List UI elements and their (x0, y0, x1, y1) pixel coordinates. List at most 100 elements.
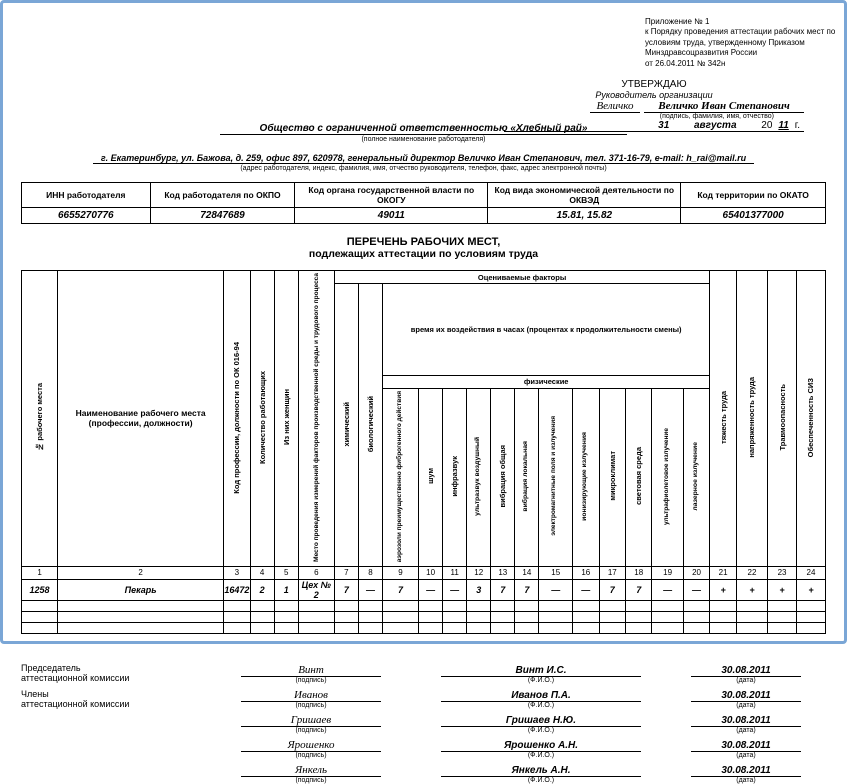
col-header: Количество работающих (258, 369, 267, 466)
org-address: г. Екатеринбург, ул. Бажова, д. 259, офи… (93, 153, 754, 164)
col-number: 14 (515, 566, 539, 579)
codes-header: Код работодателя по ОКПО (150, 183, 295, 208)
codes-value: 72847689 (150, 208, 295, 224)
appendix-line: Минздравсоцразвития России (645, 48, 845, 58)
data-cell: — (652, 579, 683, 600)
col-header: Место проведения измерений факторов прои… (313, 271, 320, 564)
col-header: аэрозоли преимущественно фиброгенного де… (396, 389, 406, 564)
appendix-block: Приложение № 1 к Порядку проведения атте… (645, 17, 845, 69)
org-caption: (полное наименование работодателя) (21, 136, 826, 143)
col-header: Из них женщин (282, 387, 291, 447)
col-number: 6 (298, 566, 334, 579)
signature-cell: Янкель(подпись) (241, 765, 381, 784)
col-number: 13 (491, 566, 515, 579)
group-header: Оцениваемые факторы (334, 271, 710, 284)
codes-value: 49011 (295, 208, 488, 224)
signature-cell: Иванов(подпись) (241, 690, 381, 709)
data-cell: + (710, 579, 736, 600)
data-cell: 2 (250, 579, 274, 600)
approval-role: Руководитель организации (504, 90, 804, 100)
year-suffix: г. (795, 120, 800, 131)
appendix-line: условиям труда, утвержденному Приказом (645, 38, 845, 48)
col-header: Обеспеченность СИЗ (806, 376, 815, 459)
data-cell: — (539, 579, 573, 600)
col-header: Наименование рабочего места (профессии, … (58, 271, 224, 567)
data-cell: — (419, 579, 443, 600)
codes-value: 15.81, 15.82 (488, 208, 681, 224)
col-header: микроклимат (608, 449, 617, 503)
fio-cell: Ярошенко А.Н.(Ф.И.О.) (441, 741, 641, 759)
sig-role-label: Председательаттестационной комиссии (21, 664, 241, 684)
col-header: ультразвук воздушный (474, 435, 484, 518)
approval-caption: (подпись, фамилия, имя, отчество) (504, 113, 804, 120)
fio-cell: Винт И.С.(Ф.И.О.) (441, 666, 641, 684)
col-header: инфразвук (450, 454, 459, 499)
col-header: химический (342, 400, 351, 449)
col-number: 7 (334, 566, 358, 579)
year-prefix: 20 (761, 120, 772, 131)
col-number: 15 (539, 566, 573, 579)
data-cell: — (443, 579, 467, 600)
date-cell: 30.08.2011(дата) (691, 741, 801, 759)
col-number: 21 (710, 566, 736, 579)
col-header: ионизирующие излучения (581, 430, 591, 523)
col-number: 3 (224, 566, 250, 579)
doc-title: ПЕРЕЧЕНЬ РАБОЧИХ МЕСТ, (21, 236, 826, 248)
codes-table: ИНН работодателя Код работодателя по ОКП… (21, 182, 826, 224)
data-cell: — (573, 579, 599, 600)
codes-header: ИНН работодателя (22, 183, 151, 208)
codes-header: Код органа государственной власти по ОКО… (295, 183, 488, 208)
col-number: 18 (626, 566, 652, 579)
fio-cell: Янкель А.Н.(Ф.И.О.) (441, 766, 641, 784)
data-cell: Цех № 2 (298, 579, 334, 600)
data-row: 1258Пекарь1647221Цех № 27—7——377——77——++… (22, 579, 826, 600)
col-number: 9 (382, 566, 418, 579)
number-row: 123456789101112131415161718192021222324 (22, 566, 826, 579)
appendix-line: Приложение № 1 (645, 17, 845, 27)
col-header: ультрафиолетовое излучение (663, 426, 673, 527)
addr-caption: (адрес работодателя, индекс, фамилия, им… (21, 165, 826, 172)
data-cell: 1 (274, 579, 298, 600)
col-number: 19 (652, 566, 683, 579)
col-number: 17 (599, 566, 625, 579)
data-cell: 7 (515, 579, 539, 600)
date-cell: 30.08.2011(дата) (691, 666, 801, 684)
approval-signature: Величко (590, 100, 640, 113)
col-header: вибрация локальная (522, 439, 532, 514)
signature-cell: Винт(подпись) (241, 665, 381, 684)
approval-day: 31 (658, 120, 669, 131)
col-number: 10 (419, 566, 443, 579)
col-header: тяжесть труда (719, 389, 728, 446)
signature-cell: Ярошенко(подпись) (241, 740, 381, 759)
col-header: шум (426, 466, 435, 486)
data-cell: + (796, 579, 825, 600)
codes-header: Код территории по ОКАТО (681, 183, 826, 208)
approval-month: августа (675, 120, 755, 131)
codes-value: 6655270776 (22, 208, 151, 224)
main-table: № рабочего места Наименование рабочего м… (21, 270, 826, 634)
data-cell: 7 (626, 579, 652, 600)
col-number: 20 (683, 566, 710, 579)
addr-row: г. Екатеринбург, ул. Бажова, д. 259, офи… (21, 153, 826, 164)
fio-cell: Гришаев Н.Ю.(Ф.И.О.) (441, 716, 641, 734)
col-header: вибрация общая (498, 443, 507, 509)
data-cell: — (683, 579, 710, 600)
col-header: напряженность труда (747, 375, 756, 460)
col-number: 16 (573, 566, 599, 579)
col-header: Травмоопасность (778, 382, 787, 453)
data-cell: 7 (382, 579, 418, 600)
col-number: 12 (467, 566, 491, 579)
col-number: 8 (358, 566, 382, 579)
data-cell: 7 (599, 579, 625, 600)
data-cell: 16472 (224, 579, 250, 600)
col-number: 5 (274, 566, 298, 579)
codes-value: 65401377000 (681, 208, 826, 224)
document-page: Приложение № 1 к Порядку проведения атте… (0, 0, 847, 644)
col-number: 23 (768, 566, 797, 579)
sig-role-label: Членыаттестационной комиссии (21, 690, 241, 710)
data-cell: 3 (467, 579, 491, 600)
date-cell: 30.08.2011(дата) (691, 716, 801, 734)
col-header: световая среда (634, 445, 643, 507)
col-header: биологический (366, 394, 375, 454)
doc-subtitle: подлежащих аттестации по условиям труда (21, 248, 826, 260)
